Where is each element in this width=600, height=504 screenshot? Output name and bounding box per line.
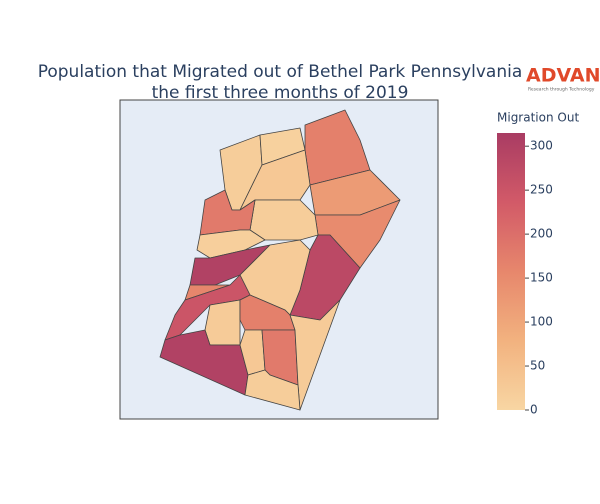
colorbar-tick-label: 150 <box>530 271 553 285</box>
chart-title: Population that Migrated out of Bethel P… <box>38 62 523 82</box>
region <box>196 229 266 259</box>
colorbar-tick-label: 100 <box>530 315 553 329</box>
colorbar-tick-label: 0 <box>530 403 538 417</box>
logo-tagline: Research through Technology <box>528 87 595 93</box>
colorbar-tick-label: 250 <box>530 183 553 197</box>
colorbar-tick-label: 300 <box>530 139 553 153</box>
region <box>244 369 301 411</box>
colorbar-tick-label: 200 <box>530 227 553 241</box>
logo: ADVAN <box>526 65 600 87</box>
colorbar-tick-label: 50 <box>530 359 545 373</box>
colorbar <box>497 133 525 410</box>
region <box>204 299 241 346</box>
colorbar-title: Migration Out <box>497 111 579 125</box>
chart-title: the first three months of 2019 <box>152 83 409 103</box>
